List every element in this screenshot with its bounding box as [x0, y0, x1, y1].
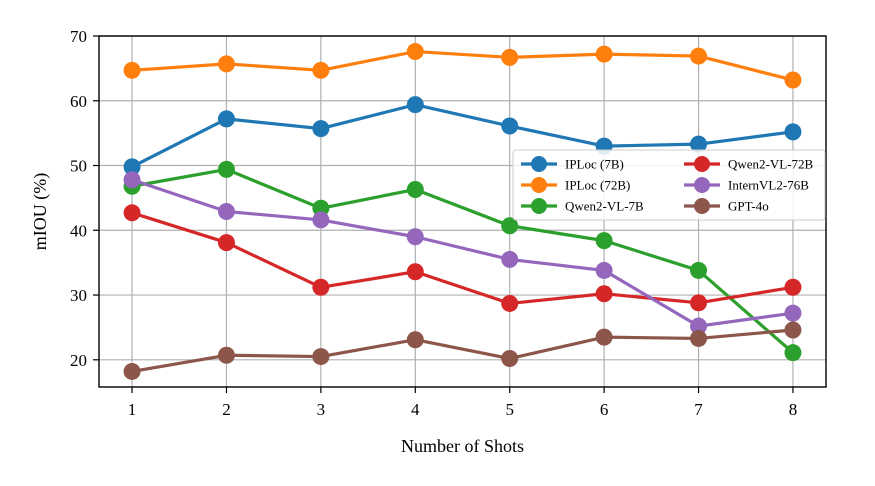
data-point	[123, 204, 141, 222]
legend-item: IPLoc (7B)	[521, 156, 624, 172]
series-line	[131, 328, 794, 374]
legend-label: InternVL2-76B	[728, 178, 809, 193]
legend-box	[512, 149, 826, 221]
legend-item: GPT-4o	[684, 198, 769, 214]
series-line	[131, 103, 794, 169]
data-point	[690, 135, 708, 153]
y-axis-label: mIOU (%)	[30, 173, 51, 250]
x-tick-label: 2	[222, 400, 231, 419]
data-point	[501, 250, 519, 268]
x-tick-label: 7	[694, 400, 703, 419]
x-tick-label: 4	[411, 400, 420, 419]
data-point	[123, 171, 141, 189]
data-point	[501, 294, 519, 312]
data-point	[312, 199, 330, 217]
data-point	[784, 123, 802, 141]
data-point	[406, 228, 424, 246]
series-line	[131, 178, 794, 328]
x-tick-label: 1	[128, 400, 137, 419]
x-tick-label: 8	[789, 400, 798, 419]
data-point	[217, 203, 235, 220]
y-tick-label: 70	[70, 27, 87, 46]
data-point	[217, 55, 235, 73]
data-point	[501, 117, 519, 135]
series-line	[131, 167, 795, 354]
series-layer	[123, 43, 802, 380]
data-point	[312, 120, 330, 138]
y-tick-label: 20	[70, 351, 87, 370]
legend: IPLoc (7B) IPLoc (72B) Qwen2-VL-7B Qwen2-VL…	[512, 149, 826, 221]
legend-label: IPLoc (72B)	[565, 178, 630, 193]
data-point	[406, 96, 424, 114]
series-line	[131, 211, 794, 306]
x-axis-label: Number of Shots	[401, 436, 524, 456]
legend-marker	[694, 177, 710, 193]
legend-label: IPLoc (7B)	[565, 157, 624, 172]
data-point	[784, 344, 802, 362]
data-point	[217, 110, 235, 128]
data-point	[312, 211, 330, 229]
data-point	[312, 348, 330, 366]
series-line	[131, 49, 794, 82]
data-point	[217, 346, 235, 364]
legend-marker	[531, 177, 547, 193]
x-tick-label: 3	[317, 400, 326, 419]
data-point	[312, 61, 330, 79]
data-point	[406, 331, 424, 349]
legend-label: GPT-4o	[728, 199, 769, 214]
y-tick-label: 40	[70, 221, 87, 240]
legend-label: Qwen2-VL-72B	[728, 157, 814, 172]
x-tick-label: 6	[600, 400, 609, 419]
data-point	[595, 45, 613, 63]
data-point	[406, 263, 424, 281]
data-point	[595, 261, 613, 279]
data-point	[595, 232, 613, 250]
series-iploc-72b-	[123, 43, 802, 89]
data-point	[784, 321, 802, 339]
data-point	[690, 294, 708, 312]
series-internvl2-76b	[123, 171, 802, 335]
y-tick-label: 60	[70, 92, 87, 111]
data-point	[501, 217, 519, 235]
data-point	[784, 304, 802, 322]
legend-marker	[531, 198, 547, 214]
series-qwen2-vl-72b	[123, 204, 802, 312]
data-point	[784, 278, 802, 296]
data-point	[595, 328, 613, 346]
legend-item: Qwen2-VL-72B	[684, 156, 814, 172]
legend-marker	[694, 156, 710, 172]
legend-marker	[694, 198, 710, 214]
data-point	[406, 43, 424, 61]
data-point	[217, 160, 235, 178]
x-tick-label: 5	[505, 400, 514, 419]
data-point	[501, 350, 519, 368]
data-point	[501, 48, 519, 66]
data-point	[690, 261, 708, 279]
plot-frame	[98, 35, 827, 388]
data-point	[312, 278, 330, 296]
legend-label: Qwen2-VL-7B	[565, 199, 644, 214]
data-point	[595, 285, 613, 303]
legend-item: IPLoc (72B)	[521, 177, 630, 193]
data-point	[217, 234, 235, 252]
data-point	[123, 362, 141, 380]
series-gpt-4o	[123, 321, 802, 380]
data-point	[123, 158, 141, 176]
data-point	[123, 61, 141, 79]
legend-item: Qwen2-VL-7B	[521, 198, 644, 214]
data-point	[784, 71, 802, 89]
data-point	[690, 317, 708, 335]
ticks: 1 2 3 4 5 6 7 8 20 30 40 50 60 70	[70, 27, 797, 419]
y-tick-label: 50	[70, 157, 87, 176]
series-qwen2-vl-7b	[123, 160, 802, 362]
data-point	[690, 47, 708, 65]
legend-marker	[531, 156, 547, 172]
legend-item: InternVL2-76B	[684, 177, 809, 193]
data-point	[690, 329, 708, 347]
y-tick-label: 30	[70, 286, 87, 305]
data-point	[406, 180, 424, 198]
